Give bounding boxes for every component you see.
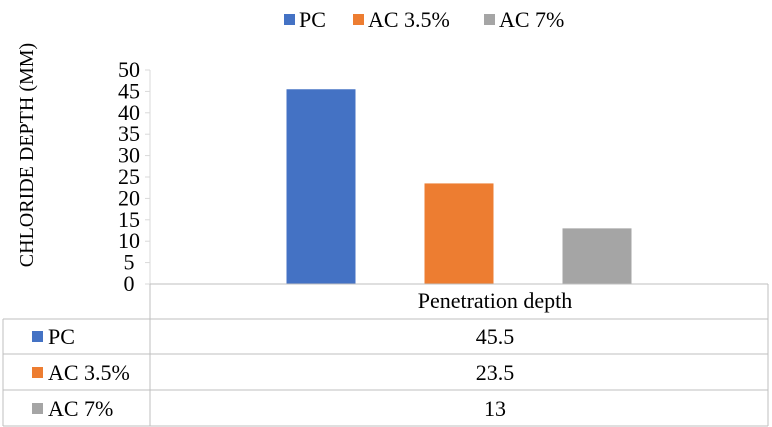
legend-label-pc: PC <box>299 7 326 32</box>
y-tick-label: 0 <box>124 271 135 296</box>
y-tick-label: 5 <box>124 250 135 275</box>
y-tick-label: 40 <box>118 100 140 125</box>
y-tick-label: 50 <box>118 57 140 82</box>
bar-pc <box>286 89 356 284</box>
y-tick-label: 15 <box>118 207 140 232</box>
table-value-ac-7: 13 <box>484 396 506 421</box>
y-tick-label: 30 <box>118 143 140 168</box>
legend-item-ac-3-5: AC 3.5% <box>353 7 450 32</box>
bar-ac-7 <box>562 228 632 284</box>
y-tick-label: 20 <box>118 185 140 210</box>
table-row-label-ac-3-5: AC 3.5% <box>48 360 130 385</box>
table-swatch-ac-7 <box>32 403 43 414</box>
legend-item-ac-7: AC 7% <box>484 7 564 32</box>
data-table <box>2 283 769 427</box>
y-tick-label: 45 <box>118 78 140 103</box>
bar-ac-3-5 <box>424 183 494 284</box>
y-axis-title: CHLORIDE DEPTH (MM) <box>16 43 38 267</box>
legend: PC AC 3.5% AC 7% <box>284 7 564 32</box>
table-swatch-pc <box>32 331 43 342</box>
legend-swatch-pc <box>284 14 295 25</box>
y-tick-label: 10 <box>118 228 140 253</box>
legend-label-ac-3-5: AC 3.5% <box>368 7 450 32</box>
legend-label-ac-7: AC 7% <box>499 7 564 32</box>
y-tick-label: 25 <box>118 164 140 189</box>
table-swatch-ac-3-5 <box>32 367 43 378</box>
table-row-pc: PC 45.5 <box>32 324 514 349</box>
table-row-ac-7: AC 7% 13 <box>32 396 506 421</box>
table-row-ac-3-5: AC 3.5% 23.5 <box>32 360 514 385</box>
legend-item-pc: PC <box>284 7 326 32</box>
table-value-ac-3-5: 23.5 <box>476 360 515 385</box>
category-label: Penetration depth <box>418 288 573 313</box>
table-row-label-pc: PC <box>48 324 75 349</box>
table-value-pc: 45.5 <box>476 324 515 349</box>
y-tick-label: 35 <box>118 121 140 146</box>
legend-swatch-ac-7 <box>484 14 495 25</box>
legend-swatch-ac-3-5 <box>353 14 364 25</box>
table-row-label-ac-7: AC 7% <box>48 396 113 421</box>
bar-series-group <box>286 89 632 284</box>
